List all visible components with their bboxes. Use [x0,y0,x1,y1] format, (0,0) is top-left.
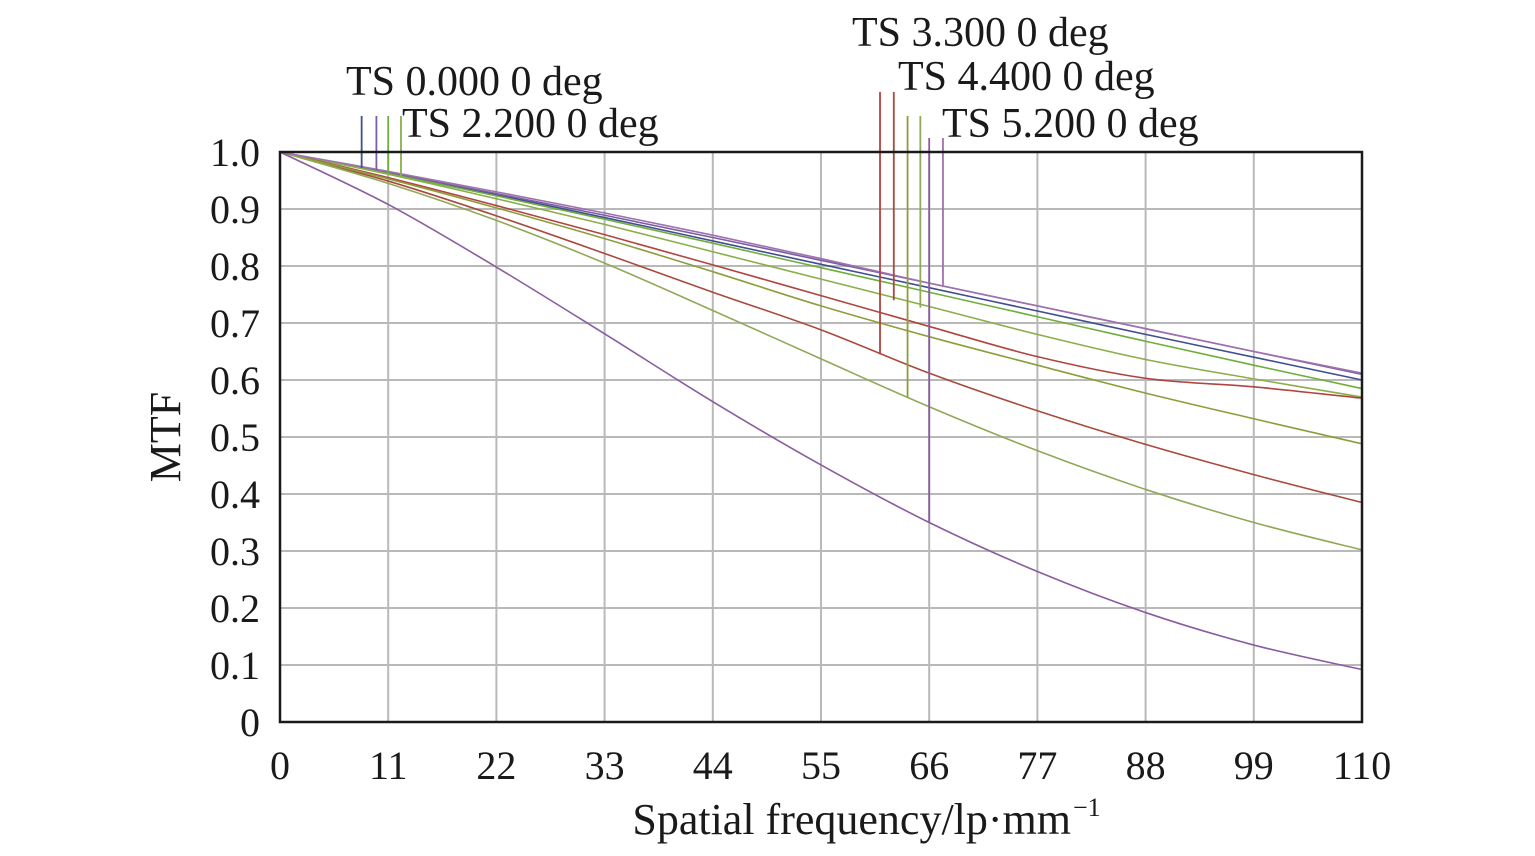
x-tick-label: 66 [909,743,949,788]
mtf-curve-2-200-0-sagittal [279,151,1363,398]
legend-label: TS 4.400 0 deg [898,54,1155,100]
legend-label: TS 3.300 0 deg [852,10,1109,56]
y-tick-label: 0.8 [210,244,260,289]
y-tick-label: 0.4 [210,472,260,517]
y-tick-label: 0 [240,700,260,745]
mtf-curve-5-200-0-tangential [279,151,1363,671]
x-tick-label: 77 [1017,743,1057,788]
mtf-curve-3-300-0-sagittal [279,151,1363,504]
mtf-curve-5-200-0-sagittal [279,151,1363,374]
mtf-curve-0-000-0-tangential [279,151,1363,381]
x-tick-label: 44 [693,743,733,788]
mtf-curve-3-300-0-tangential [279,151,1363,400]
x-tick-label: 55 [801,743,841,788]
x-tick-label: 99 [1234,743,1274,788]
curve-layer [279,151,1363,671]
x-tick-label: 22 [476,743,516,788]
mtf-curve-2-200-0-tangential [279,151,1363,390]
y-tick-label: 1.0 [210,130,260,175]
x-tick-label: 33 [585,743,625,788]
y-tick-label: 0.7 [210,301,260,346]
x-axis-title: Spatial frequency/lp·mm [632,795,1071,844]
plot-frame [278,150,1364,724]
x-axis-title-superscript: −1 [1073,793,1101,822]
y-tick-label: 0.6 [210,358,260,403]
x-tick-label: 11 [369,743,408,788]
legend-label: TS 5.200 0 deg [942,101,1199,147]
x-tick-label: 110 [1333,743,1392,788]
mtf-curve-4-400-0-sagittal [279,151,1363,551]
x-tick-label: 88 [1126,743,1166,788]
legend-label: TS 2.200 0 deg [402,101,659,147]
marker-layer [360,92,944,523]
y-axis-title: MTF [141,392,190,482]
x-tick-label: 0 [270,743,290,788]
y-tick-label: 0.3 [210,529,260,574]
tick-layer: 0 11 22 33 44 55 66 77 88 99 110 0 0.1 0.2 0.3 0.4 0.5 0.… [210,130,1391,788]
grid-layer [280,152,1362,722]
y-tick-label: 0.1 [210,643,260,688]
mtf-curve-4-400-0-tangential [279,151,1363,445]
y-tick-label: 0.9 [210,187,260,232]
y-tick-label: 0.2 [210,586,260,631]
y-tick-label: 0.5 [210,415,260,460]
legend-label: TS 0.000 0 deg [346,59,603,105]
